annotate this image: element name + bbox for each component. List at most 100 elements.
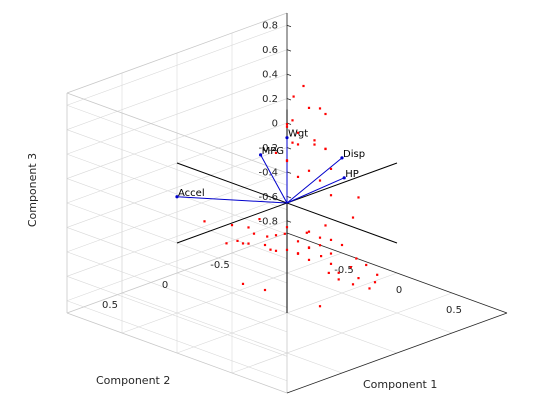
- grid-line: [231, 292, 453, 374]
- score-point: [296, 143, 300, 146]
- score-point: [329, 194, 333, 197]
- score-point: [296, 131, 300, 134]
- z-tick-label: -0.2: [258, 143, 278, 154]
- score-point: [285, 159, 289, 162]
- z-tick-mark: [286, 220, 292, 223]
- score-point: [307, 258, 311, 261]
- score-point: [230, 224, 234, 227]
- score-point: [305, 231, 308, 234]
- vector-tip-hp: [342, 176, 346, 180]
- score-point: [318, 107, 322, 110]
- score-point: [241, 242, 245, 245]
- vector-tip-disp: [340, 156, 344, 160]
- score-point: [318, 244, 322, 247]
- vector-label-mpg: MPG: [262, 146, 284, 157]
- y-tick-label: 0.5: [102, 300, 118, 311]
- score-point: [376, 273, 379, 276]
- score-point: [320, 255, 323, 258]
- score-point: [291, 119, 294, 122]
- vector-tip-accel: [175, 195, 179, 199]
- score-point: [307, 169, 311, 172]
- score-point: [351, 283, 355, 286]
- score-point: [266, 235, 269, 238]
- z-tick-label: 0.4: [262, 70, 278, 81]
- score-point: [236, 239, 239, 242]
- vector-line-accel: [176, 196, 288, 204]
- loading-vectors: Accel MPG Wgt Disp HP: [175, 129, 365, 204]
- score-point: [329, 262, 333, 265]
- score-point: [318, 179, 322, 182]
- z-tick-mark: [286, 24, 292, 28]
- score-point: [324, 224, 327, 227]
- score-point: [263, 288, 267, 292]
- score-point: [247, 242, 250, 245]
- score-point: [296, 175, 300, 178]
- score-point: [291, 141, 294, 144]
- z-tick-mark: [286, 73, 292, 76]
- score-point: [327, 271, 330, 275]
- score-point: [258, 218, 261, 221]
- score-point: [318, 305, 322, 308]
- z-tick-mark: [286, 147, 292, 150]
- vector-line-mpg: [260, 154, 288, 204]
- vector-label-accel: Accel: [178, 188, 205, 199]
- score-point: [368, 287, 371, 290]
- y-axis-edge: [286, 312, 508, 394]
- box-edge: [66, 92, 288, 174]
- x-tick-label: -0.5: [334, 265, 354, 276]
- y-axis-label: Component 2: [96, 374, 170, 387]
- score-point: [324, 147, 327, 151]
- score-point: [324, 112, 327, 116]
- z-tick-label: -0.6: [258, 192, 278, 203]
- score-point: [365, 263, 368, 267]
- score-point: [292, 95, 295, 98]
- score-point: [351, 216, 355, 219]
- score-point: [247, 226, 250, 229]
- x-tick-label: 0.5: [446, 305, 462, 316]
- axis-labels: Component 1 Component 2 Component 3: [26, 153, 437, 391]
- tick-labels: -0.8 -0.6 -0.4 -0.2 0 0.2 0.4 0.6 0.8 -0.5 0 0.5 -0.…: [102, 21, 462, 316]
- x-axis-label: Component 1: [363, 378, 437, 391]
- score-point: [285, 226, 289, 229]
- score-point: [357, 196, 360, 199]
- box-edge: [66, 12, 288, 94]
- x-tick-label: 0: [396, 285, 402, 296]
- y-tick-label: 0: [162, 280, 168, 291]
- score-point: [274, 234, 278, 237]
- score-point: [274, 151, 278, 154]
- box-edge: [66, 312, 288, 394]
- score-point: [203, 220, 206, 223]
- score-point: [296, 240, 300, 243]
- score-point: [283, 232, 286, 235]
- score-point: [337, 278, 340, 281]
- score-point: [296, 252, 300, 255]
- score-point: [329, 252, 333, 255]
- vector-tip-wgt: [285, 136, 289, 140]
- z-tick-mark: [286, 98, 292, 101]
- vector-tip-mpg: [259, 153, 263, 157]
- vector-label-disp: Disp: [343, 149, 365, 160]
- score-point: [274, 249, 278, 252]
- score-point: [307, 230, 311, 233]
- score-point: [340, 243, 344, 247]
- score-point: [313, 143, 316, 146]
- score-point: [373, 281, 377, 284]
- y-tick-label: -0.5: [210, 260, 230, 271]
- vector-line-hp: [286, 177, 345, 204]
- vector-label-hp: HP: [345, 169, 359, 180]
- score-point: [285, 125, 289, 128]
- z-tick-label: 0.8: [262, 21, 278, 32]
- score-point: [225, 242, 228, 245]
- vector-label-wgt: Wgt: [288, 129, 308, 140]
- score-point: [307, 246, 311, 250]
- score-point: [285, 123, 289, 126]
- z-axis-label: Component 3: [26, 153, 39, 227]
- z-tick-label: -0.4: [258, 167, 278, 178]
- grid-lines: [66, 24, 453, 382]
- z-tick-label: 0: [272, 119, 278, 130]
- score-point: [285, 248, 289, 251]
- x-axis-edge: [286, 232, 508, 314]
- score-point: [329, 167, 333, 170]
- score-point: [241, 282, 245, 285]
